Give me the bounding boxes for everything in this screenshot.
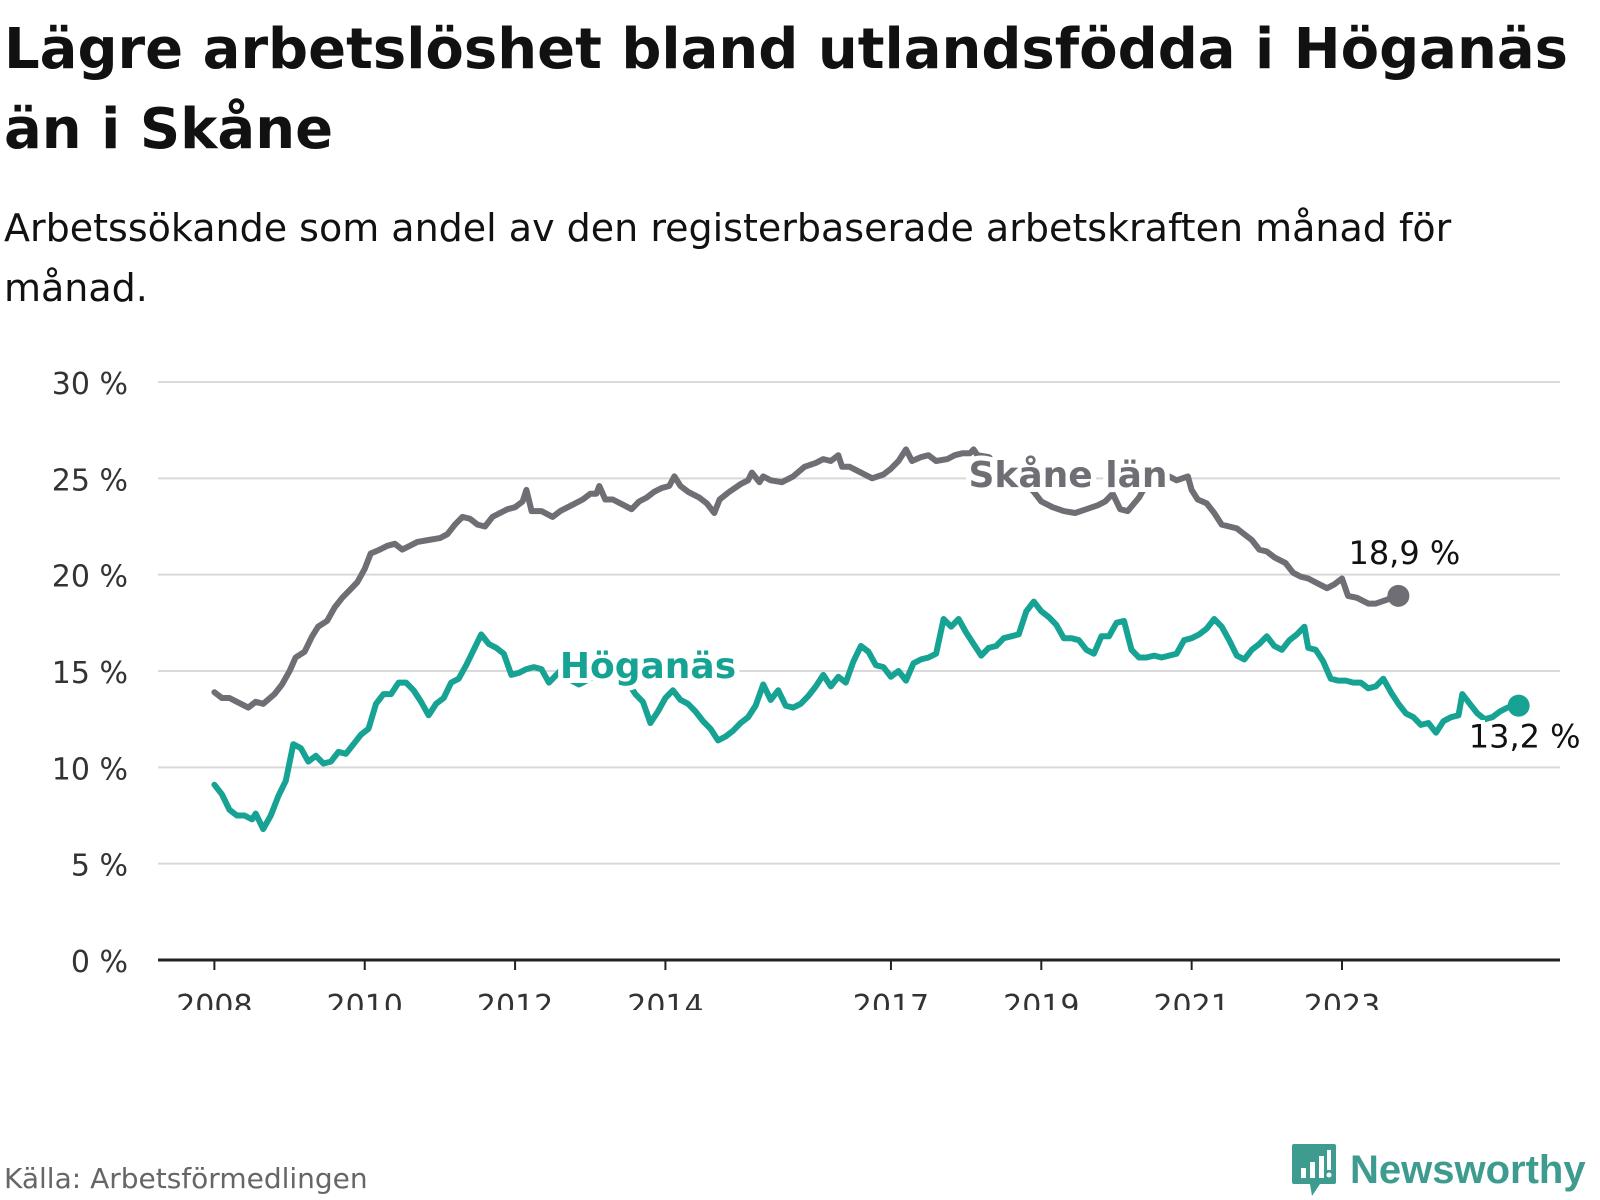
end-dot-skane [1387,584,1410,607]
series-label-skane: Skåne län [968,455,1167,496]
series-label-hoganas: Höganäs [560,646,736,687]
chart-title: Lägre arbetslöshet bland utlandsfödda i … [4,17,1568,162]
line-chart: 0 %5 %10 %15 %20 %25 %30 % 2008 2010 2012 2… [52,367,1585,1010]
y-tick-label: 20 % [52,560,128,595]
end-value-label-skane: 18,9 % [1348,534,1460,572]
series-lines [211,446,1530,832]
x-tick-label: 2008 [176,989,252,1010]
end-value-label-hoganas: 13,2 % [1469,718,1581,756]
y-tick-label: 5 % [71,849,128,884]
end-dot-hoganas [1507,694,1530,717]
chart-subtitle: Arbetssökande som andel av den registerb… [4,206,1452,310]
y-tick-label: 0 % [71,945,128,980]
brand-name: Newsworthy [1350,1147,1586,1192]
newsworthy-chart-icon [1292,1144,1336,1196]
x-axis: 2008 2010 2012 2014 2017 2019 2021 2023 [158,958,1560,1010]
series-labels: Skåne län 18,9 % Höganäs 13,2 % [555,450,1585,760]
series-line-hoganas [211,598,1522,832]
newsworthy-logo: Newsworthy [1290,1142,1586,1198]
y-axis-tick-labels: 0 % 5 % 10 % 15 % 20 % 25 % 30 % [52,367,128,980]
y-tick-label: 10 % [52,752,128,787]
x-tick-label: 2010 [327,989,403,1010]
x-tick-label: 2021 [1153,989,1229,1010]
x-tick-label: 2023 [1304,989,1380,1010]
x-tick-label: 2012 [477,989,553,1010]
x-tick-label: 2014 [627,989,703,1010]
y-tick-label: 25 % [52,463,128,498]
gridlines [158,381,1560,865]
x-tick-label: 2017 [853,989,929,1010]
source-note: Källa: Arbetsförmedlingen [4,1162,368,1195]
series-line-skane [211,446,1402,711]
y-tick-label: 15 % [52,656,128,691]
y-tick-label: 30 % [52,367,128,402]
x-tick-label: 2019 [1003,989,1079,1010]
